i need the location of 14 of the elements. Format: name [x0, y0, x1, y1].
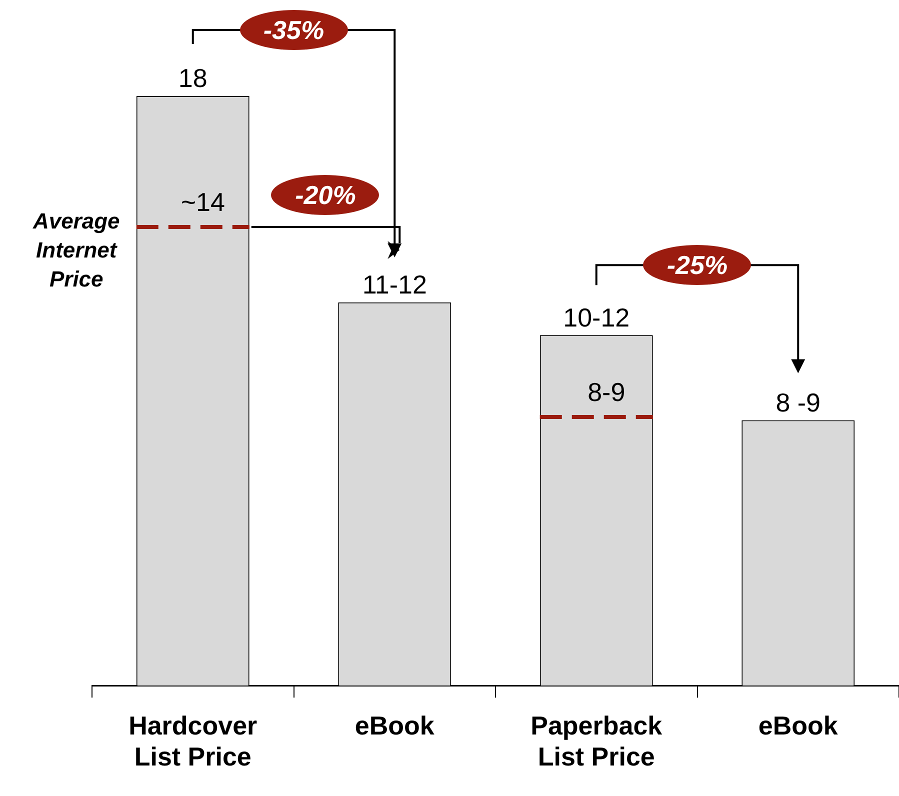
annotation: -20%: [271, 175, 380, 216]
data-label: 8 -9: [776, 387, 821, 418]
x-tick-label: Hardcover List Price: [128, 710, 258, 772]
x-tick-label: Paperback List Price: [530, 710, 663, 772]
text: -35%: [240, 10, 348, 50]
legend-label: ~14: [180, 187, 225, 218]
data-label: 18: [178, 63, 208, 94]
data-label: 11-12: [362, 270, 427, 300]
ref-line-label: 8-9: [588, 377, 626, 408]
x-tick-label: eBook: [758, 710, 838, 740]
annotation: -25%: [643, 245, 752, 286]
x-tick-label: eBook: [354, 710, 435, 740]
data-label: 10-12: [563, 302, 630, 332]
annotation: Average Internet Price: [32, 208, 121, 294]
